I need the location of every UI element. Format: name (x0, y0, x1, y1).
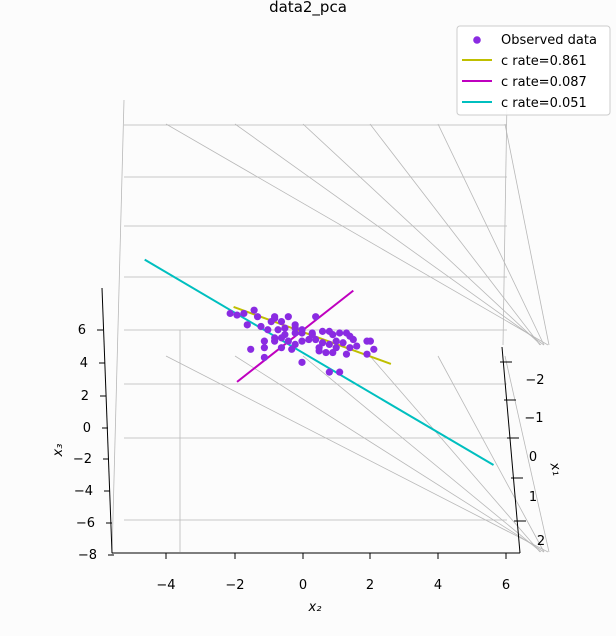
observed-point (329, 348, 337, 357)
x1-tick-label: 0 (529, 450, 537, 465)
observed-point (325, 368, 333, 376)
grid-line (504, 123, 550, 346)
observed-point (336, 368, 344, 376)
observed-point (288, 345, 296, 353)
observed-point (260, 353, 268, 362)
legend-label-c-rate-0861: c rate=0.861 (501, 54, 587, 69)
observed-point (284, 313, 292, 321)
observed-point (298, 326, 306, 334)
observed-point (329, 331, 337, 339)
observed-point (336, 329, 344, 337)
component-line-2 (144, 258, 495, 466)
observed-point (264, 326, 272, 334)
observed-point (240, 309, 248, 318)
x2-tick-label: −4 (156, 578, 175, 593)
x2-tick-label: 2 (366, 578, 374, 593)
observed-point (267, 317, 275, 326)
observed-point (315, 344, 323, 352)
x1-tick-label: 1 (529, 490, 537, 505)
grid-line (504, 355, 550, 553)
x3-tick-label: −4 (74, 484, 93, 499)
observed-point (271, 334, 279, 342)
legend-label-observed: Observed data (501, 33, 597, 48)
observed-point (322, 348, 330, 357)
observed-point (250, 306, 258, 314)
x1-axis-label: x₁ (546, 460, 564, 477)
grid-line (302, 355, 542, 553)
x3-tick-label: −6 (76, 516, 95, 531)
observed-point (260, 337, 268, 345)
grid-line (111, 99, 125, 556)
x2-tick-label: 6 (502, 578, 510, 593)
observed-point (298, 358, 306, 366)
grid-line (302, 123, 542, 346)
observed-point (318, 327, 327, 335)
observed-point (308, 331, 316, 339)
observed-point (253, 313, 262, 321)
observed-point (247, 345, 255, 353)
observed-point (332, 337, 340, 345)
grid-line (234, 355, 545, 553)
observed-point (349, 335, 357, 344)
x1-tick-label: −2 (525, 373, 544, 388)
grid-layer (111, 99, 550, 556)
legend-label-c-rate-0087: c rate=0.087 (501, 75, 587, 90)
observed-point (363, 350, 371, 358)
grid-line (165, 355, 549, 553)
legend: Observed data c rate=0.861 c rate=0.087 … (456, 25, 611, 116)
grid-line (369, 355, 541, 553)
observed-point (342, 350, 351, 358)
chart-title: data2_pca (269, 0, 347, 17)
x3-tick-label: 4 (80, 356, 88, 371)
x2-tick-label: −2 (225, 578, 244, 593)
x2-tick-label: 4 (434, 578, 442, 593)
grid-line (437, 123, 545, 346)
x3-tick-label: 0 (83, 421, 91, 436)
observed-point (277, 317, 286, 326)
observed-point (243, 321, 251, 329)
observed-point (226, 309, 234, 318)
x3-axis-line (101, 287, 113, 554)
observed-point (353, 342, 361, 350)
grid-line (502, 99, 508, 346)
x3-tick-label: −8 (78, 548, 97, 563)
x3-tick-label: 6 (78, 323, 86, 338)
x2-axis-label: x₂ (308, 600, 322, 615)
x3-axis-label: x₃ (51, 444, 66, 458)
legend-label-c-rate-0051: c rate=0.051 (501, 96, 587, 111)
observed-point (277, 344, 286, 352)
observed-point (298, 337, 306, 345)
observed-point (370, 345, 378, 353)
legend-marker-observed (473, 36, 481, 44)
observed-point (260, 344, 268, 352)
grid-line (165, 123, 549, 346)
x3-tick-label: 2 (81, 389, 89, 404)
observed-point (291, 324, 299, 332)
x1-axis-line (501, 346, 521, 554)
observed-point (312, 313, 320, 321)
observed-point (233, 311, 241, 319)
observed-point (257, 322, 265, 331)
axis-layer: −4 −2 0 2 4 6 −8 −6 −4 −2 0 2 4 6 −2 −1 0 1 2 x₂ x₃ x₁ (51, 287, 564, 615)
observed-point (325, 340, 333, 349)
observed-points (226, 306, 378, 376)
observed-point (346, 344, 354, 352)
observed-point (339, 339, 347, 347)
x3-tick-label: −2 (73, 452, 92, 467)
x1-tick-label: 2 (537, 534, 545, 549)
observed-point (277, 334, 286, 342)
observed-point (281, 324, 289, 332)
observed-point (274, 326, 282, 334)
grid-line (234, 123, 545, 346)
x1-tick-label: −1 (524, 411, 543, 426)
x2-tick-label: 0 (299, 578, 307, 593)
observed-point (366, 337, 374, 345)
grid-line (369, 123, 541, 346)
legend-box (456, 25, 611, 116)
grid-line (437, 355, 545, 553)
observed-point (284, 337, 292, 345)
